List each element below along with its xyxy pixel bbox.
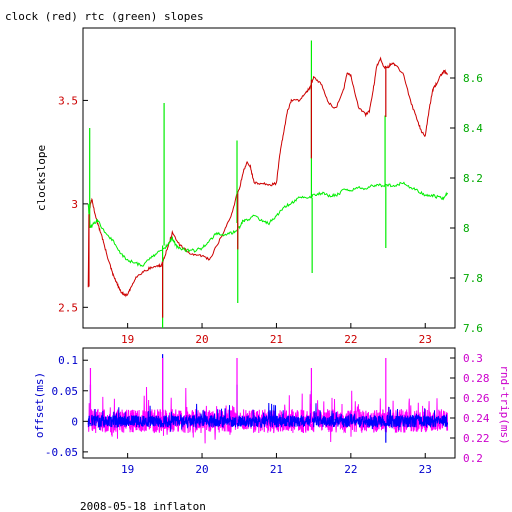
bottom-x-tick-label-3: 22 bbox=[344, 463, 357, 476]
bottom-y-axis-label: offset(ms) bbox=[33, 372, 46, 438]
bottom-y2-tick-label-0: 0.2 bbox=[463, 452, 483, 465]
top-x-tick-label-0: 19 bbox=[121, 333, 134, 346]
bottom-y2-axis-label: rnd-trip(ms) bbox=[498, 365, 511, 444]
bottom-y2-tick-label-5: 0.3 bbox=[463, 352, 483, 365]
top-y-tick-label-2: 3.5 bbox=[58, 94, 78, 107]
bottom-y-tick-label-1: 0 bbox=[71, 415, 78, 428]
bottom-y-tick-label-3: 0.1 bbox=[58, 354, 78, 367]
top-y2-tick-label-1: 7.8 bbox=[463, 272, 483, 285]
bottom-x-tick-label-1: 20 bbox=[195, 463, 208, 476]
bottom-series-0 bbox=[87, 386, 449, 444]
chart-title: clock (red) rtc (green) slopes bbox=[5, 10, 204, 23]
top-x-tick-label-3: 22 bbox=[344, 333, 357, 346]
bottom-y-tick-label-2: 0.05 bbox=[52, 385, 79, 398]
bottom-y-tick-label-0: -0.05 bbox=[45, 446, 78, 459]
bottom-y2-tick-label-3: 0.26 bbox=[463, 392, 490, 405]
top-chart: 2.5 3 3.5 7.6 7.8 8 8.2 8.4 8.6 19 20 21 22 23 clocks… bbox=[35, 27, 483, 346]
bottom-plot-frame bbox=[82, 347, 456, 459]
top-x-tick-label-1: 20 bbox=[195, 333, 208, 346]
bottom-chart: -0.05 0 0.05 0.1 0.2 0.22 0.24 0.26 0.28 0.3 19 20 2… bbox=[33, 347, 511, 476]
top-series-1 bbox=[87, 181, 449, 267]
top-y2-tick-label-0: 7.6 bbox=[463, 322, 483, 335]
top-series-layer bbox=[87, 40, 449, 328]
bottom-x-tick-label-0: 19 bbox=[121, 463, 134, 476]
bottom-series-layer bbox=[87, 354, 449, 444]
top-x-tick-label-2: 21 bbox=[270, 333, 283, 346]
bottom-axes-layer: -0.05 0 0.05 0.1 0.2 0.22 0.24 0.26 0.28 0.3 19 20 2… bbox=[45, 352, 490, 476]
top-series-0 bbox=[87, 56, 449, 298]
bottom-y2-tick-label-4: 0.28 bbox=[463, 372, 490, 385]
top-y-tick-label-0: 2.5 bbox=[58, 301, 78, 314]
top-y2-tick-label-4: 8.4 bbox=[463, 122, 483, 135]
top-axes-layer: 2.5 3 3.5 7.6 7.8 8 8.2 8.4 8.6 19 20 21 22 23 bbox=[58, 72, 483, 346]
top-plot-frame bbox=[82, 27, 456, 329]
top-y-axis-label: clockslope bbox=[35, 145, 48, 211]
bottom-series-1 bbox=[87, 402, 449, 432]
bottom-y2-tick-label-1: 0.22 bbox=[463, 432, 490, 445]
top-y2-tick-label-5: 8.6 bbox=[463, 72, 483, 85]
footer-label: 2008-05-18 inflaton bbox=[80, 500, 206, 512]
bottom-x-tick-label-4: 23 bbox=[419, 463, 432, 476]
top-y-tick-label-1: 3 bbox=[71, 198, 78, 211]
top-y2-tick-label-3: 8.2 bbox=[463, 172, 483, 185]
top-y2-tick-label-2: 8 bbox=[463, 222, 470, 235]
bottom-y2-tick-label-2: 0.24 bbox=[463, 412, 490, 425]
top-x-tick-label-4: 23 bbox=[419, 333, 432, 346]
bottom-x-tick-label-2: 21 bbox=[270, 463, 283, 476]
